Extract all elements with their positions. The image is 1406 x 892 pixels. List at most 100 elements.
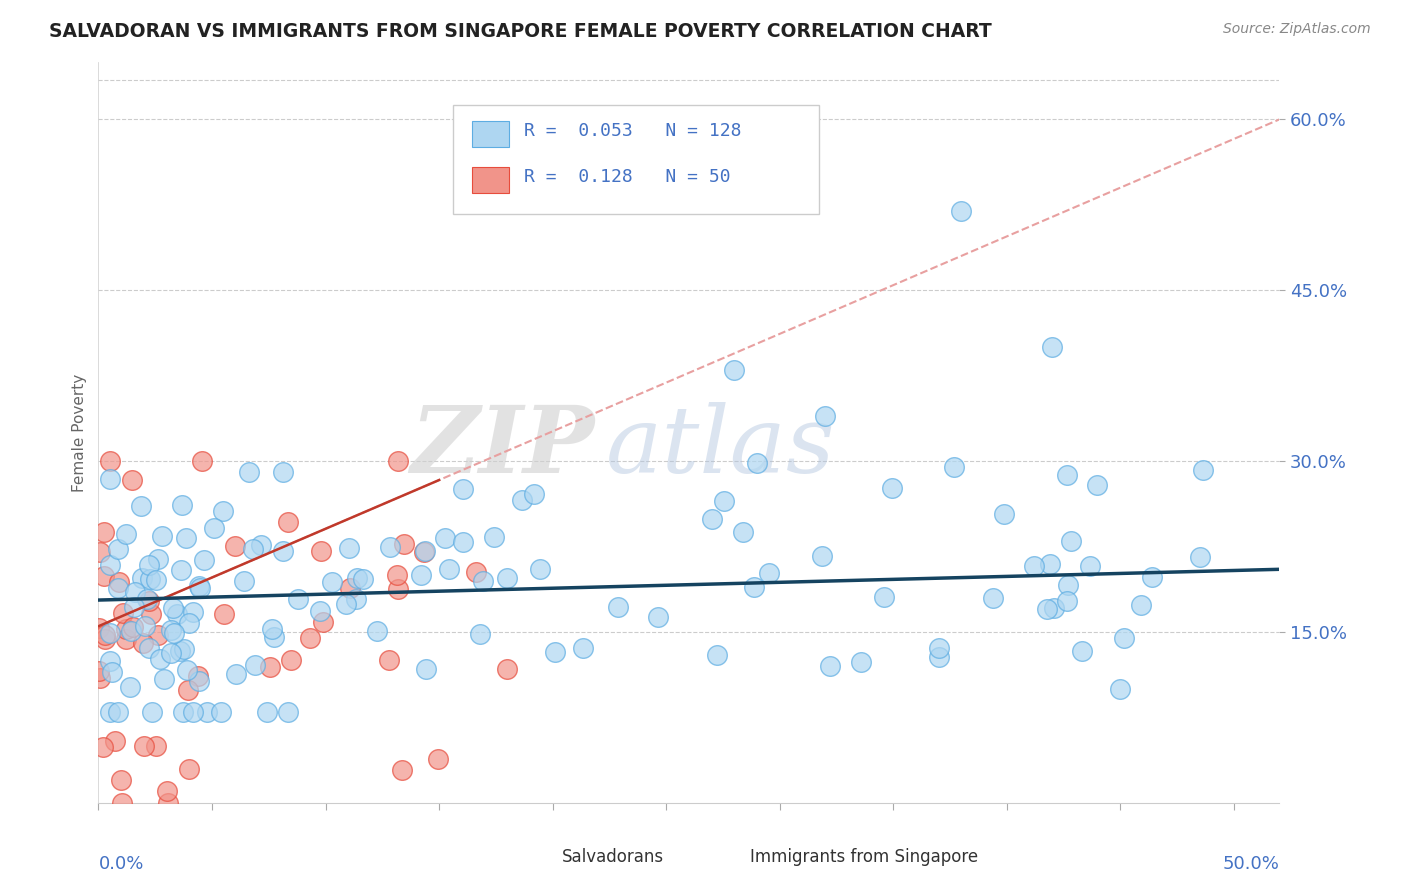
Point (378, 540, 401, 554)
Point (415, 662, 437, 676)
Point (280, 653, 302, 667)
Point (758, 566, 780, 580)
Text: R =  0.053   N = 128: R = 0.053 N = 128 (523, 122, 741, 140)
Point (1140, 570, 1163, 584)
Point (107, 705, 129, 719)
Text: 50.0%: 50.0% (1223, 855, 1279, 872)
Point (1071, 644, 1094, 658)
FancyBboxPatch shape (471, 121, 509, 147)
Point (496, 662, 519, 676)
Point (141, 705, 163, 719)
Point (138, 594, 160, 608)
Point (496, 571, 519, 585)
FancyBboxPatch shape (453, 104, 818, 214)
Point (1056, 593, 1078, 607)
Point (139, 572, 162, 586)
FancyBboxPatch shape (717, 846, 745, 868)
Point (115, 632, 138, 646)
Point (89, 671, 111, 685)
Point (131, 571, 153, 585)
Point (233, 574, 256, 588)
Text: Immigrants from Singapore: Immigrants from Singapore (751, 848, 979, 866)
Point (91, 739, 114, 754)
Point (607, 599, 630, 614)
Point (880, 481, 903, 495)
Point (224, 539, 246, 553)
Point (713, 494, 735, 508)
Point (298, 631, 321, 645)
Point (249, 538, 271, 552)
Point (149, 652, 172, 666)
Point (413, 544, 436, 558)
Point (114, 527, 136, 541)
Point (87, 664, 110, 678)
Point (309, 544, 332, 558)
Point (723, 363, 745, 377)
Point (115, 623, 138, 637)
Point (187, 669, 209, 683)
Point (136, 592, 159, 607)
Point (209, 705, 232, 719)
Point (647, 609, 669, 624)
Point (94, 628, 117, 642)
Point (572, 640, 595, 655)
Point (377, 652, 399, 666)
Point (309, 604, 332, 618)
Point (263, 630, 285, 644)
Point (87, 621, 110, 635)
Point (928, 641, 950, 656)
Point (169, 563, 191, 577)
Point (118, 681, 141, 695)
Point (1056, 468, 1078, 483)
Point (173, 641, 195, 656)
Point (172, 705, 194, 719)
Point (166, 607, 188, 621)
Text: SALVADORAN VS IMMIGRANTS FROM SINGAPORE FEMALE POVERTY CORRELATION CHART: SALVADORAN VS IMMIGRANTS FROM SINGAPORE … (49, 22, 993, 41)
Point (120, 624, 142, 638)
Text: ZIP: ZIP (411, 402, 595, 492)
Point (387, 568, 409, 582)
Point (181, 605, 204, 619)
Point (277, 515, 299, 529)
Point (468, 627, 491, 641)
Point (212, 504, 235, 518)
FancyBboxPatch shape (529, 846, 557, 868)
Point (391, 763, 413, 777)
Point (181, 705, 204, 719)
Point (107, 581, 129, 595)
Point (1109, 681, 1132, 696)
Point (108, 574, 131, 589)
Point (195, 705, 218, 719)
Point (433, 531, 456, 545)
Point (134, 618, 156, 632)
Point (111, 796, 134, 810)
Point (122, 600, 145, 615)
Point (411, 568, 433, 582)
Point (214, 607, 236, 621)
Point (121, 473, 143, 487)
Point (256, 705, 278, 719)
Point (98, 473, 121, 487)
Point (271, 466, 294, 480)
Point (321, 574, 343, 589)
Point (98, 558, 121, 573)
Point (544, 645, 567, 659)
Point (1036, 601, 1059, 615)
Text: Source: ZipAtlas.com: Source: ZipAtlas.com (1223, 22, 1371, 37)
Point (110, 772, 132, 787)
Point (529, 562, 551, 576)
Text: Salvadorans: Salvadorans (561, 848, 664, 866)
Point (983, 591, 1005, 606)
Point (312, 615, 335, 629)
Point (141, 607, 163, 621)
Point (1043, 601, 1066, 615)
Point (191, 454, 214, 468)
Point (1085, 478, 1108, 492)
Point (873, 591, 896, 605)
Point (138, 641, 160, 656)
Point (451, 483, 474, 497)
Point (731, 525, 754, 540)
Point (339, 581, 361, 595)
Text: 0.0%: 0.0% (98, 855, 143, 872)
Point (188, 673, 211, 688)
